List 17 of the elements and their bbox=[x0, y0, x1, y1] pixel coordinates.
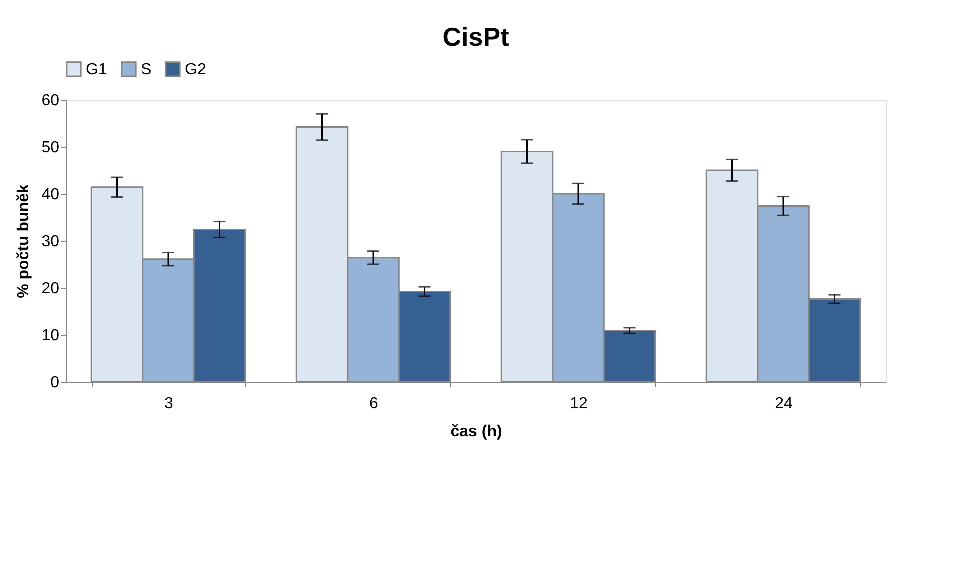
legend-label: G1 bbox=[86, 61, 108, 78]
x-tick-label: 6 bbox=[370, 396, 379, 412]
x-tick-label: 3 bbox=[164, 396, 174, 412]
chart-title: CisPt bbox=[442, 22, 510, 52]
legend-label: G2 bbox=[185, 61, 206, 78]
x-axis-title: čas (h) bbox=[450, 424, 502, 440]
y-tick-label: 40 bbox=[42, 186, 60, 204]
y-axis-title: % počtu buněk bbox=[16, 184, 33, 298]
x-tick-label: 12 bbox=[570, 396, 588, 412]
y-tick-label: 30 bbox=[42, 234, 60, 250]
legend-label: S bbox=[141, 61, 152, 78]
y-tick-label: 60 bbox=[42, 92, 60, 110]
y-tick-label: 10 bbox=[42, 328, 60, 344]
x-tick-label: 24 bbox=[775, 396, 793, 412]
y-tick-label: 50 bbox=[42, 140, 60, 156]
y-tick-label: 0 bbox=[50, 374, 60, 392]
y-tick-label: 20 bbox=[42, 280, 60, 298]
